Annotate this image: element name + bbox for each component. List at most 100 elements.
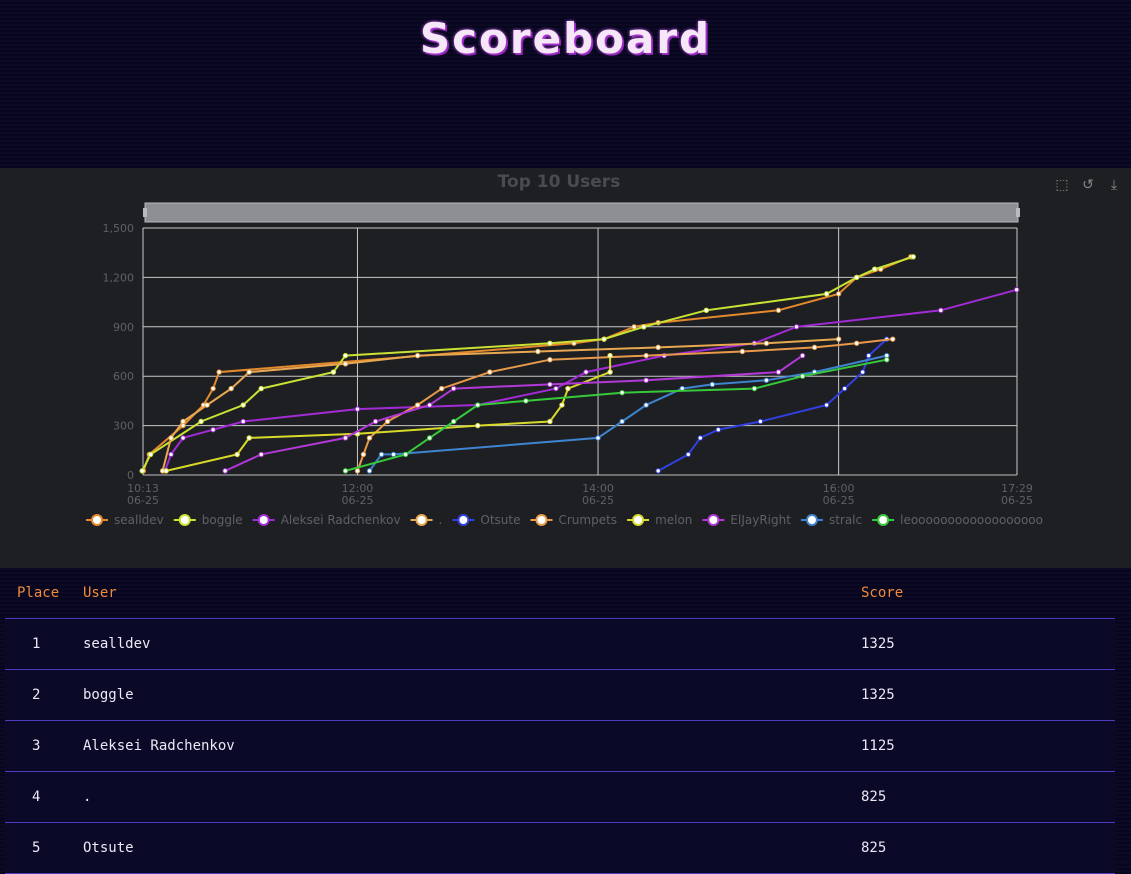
data-point [643, 377, 649, 384]
data-point [619, 389, 625, 396]
chart-panel: Top 10 Users 0 300 600 900 1,200 1,500 10:13 06-… [0, 168, 1131, 568]
table-row: 1 sealldev 1325 [5, 618, 1115, 670]
data-point [354, 406, 361, 412]
data-point [450, 418, 457, 425]
x-tick-label: 16:00 [823, 482, 855, 495]
data-point [547, 418, 553, 425]
legend-label: stralc [829, 513, 862, 527]
legend-marker [707, 514, 720, 526]
data-point [872, 266, 878, 272]
data-point [139, 468, 145, 474]
data-point [751, 385, 758, 392]
y-tick-label: 300 [113, 420, 134, 433]
data-point [757, 418, 764, 425]
data-point [739, 348, 746, 355]
data-point [619, 418, 625, 425]
data-point [607, 352, 613, 359]
data-point [835, 336, 842, 342]
data-point [799, 373, 806, 379]
data-point [354, 468, 361, 474]
legend-label: ElJayRight [730, 513, 791, 527]
data-point [342, 352, 349, 359]
legend-label: boggle [202, 513, 243, 527]
legend-marker [805, 514, 818, 526]
data-point [372, 418, 379, 425]
place-cell: 2 [5, 669, 82, 721]
data-point [595, 435, 601, 441]
data-point [775, 369, 782, 375]
place-header: Place [5, 568, 82, 619]
data-point [865, 352, 872, 359]
score-cell: 825 [860, 771, 1115, 823]
data-point [697, 435, 703, 441]
score-cell: 1325 [860, 669, 1115, 721]
legend-marker [535, 514, 548, 526]
page-title: Scoreboard [419, 14, 712, 63]
data-point [414, 402, 421, 408]
y-tick-label: 0 [127, 469, 134, 482]
data-point [342, 435, 349, 441]
data-point [547, 357, 553, 363]
legend-label: sealldev [114, 513, 164, 527]
data-point [222, 468, 228, 474]
legend-marker [178, 514, 191, 526]
data-point [246, 435, 252, 441]
series-line [657, 338, 888, 472]
data-point [553, 385, 559, 392]
x-tick-label: 10:13 [127, 482, 159, 495]
data-point [234, 451, 240, 458]
data-point [258, 451, 264, 458]
user-cell: boggle [82, 669, 860, 721]
data-point [703, 307, 710, 314]
series-line [224, 354, 804, 472]
data-point [643, 402, 649, 408]
legend-label: leoooooooooooooooooo [900, 513, 1043, 527]
data-point [450, 385, 457, 392]
series-line [161, 338, 839, 472]
data-point [390, 451, 397, 458]
legend-marker [415, 514, 428, 526]
line-chart: Top 10 Users03006009001,2001,50010:1306-… [86, 172, 1043, 527]
data-point [360, 451, 367, 458]
score-cell: 1325 [860, 618, 1115, 670]
data-point [607, 369, 613, 375]
legend-label: Otsute [480, 513, 520, 527]
data-point [240, 402, 246, 408]
zoom-icon[interactable]: ⬚ [1055, 177, 1069, 193]
series-line [165, 355, 612, 472]
x-tick-date-label: 06-25 [582, 494, 614, 507]
legend-marker [457, 514, 470, 526]
data-point [565, 385, 571, 392]
data-point [859, 369, 866, 375]
download-icon[interactable]: ⤓ [1110, 177, 1118, 193]
data-point [147, 451, 154, 458]
data-point [198, 418, 204, 425]
data-point [228, 385, 234, 392]
x-tick-label: 17:29 [1001, 482, 1033, 495]
page-header: Scoreboard [0, 0, 1131, 168]
data-point [210, 385, 216, 392]
data-point [547, 340, 553, 346]
data-point [180, 418, 186, 425]
data-point [601, 336, 607, 342]
legend-marker [257, 514, 270, 526]
place-cell: 5 [5, 822, 82, 874]
data-point [246, 369, 252, 375]
legend-label: Aleksei Radchenkov [281, 513, 401, 527]
score-cell: 825 [860, 822, 1115, 874]
zoom-slider-handle-right [1016, 208, 1020, 217]
data-point [163, 468, 169, 474]
data-point [366, 435, 373, 441]
data-point [799, 352, 806, 359]
x-tick-label: 12:00 [342, 482, 374, 495]
y-tick-label: 600 [113, 370, 134, 383]
data-point [180, 435, 186, 441]
y-tick-label: 1,200 [103, 271, 135, 284]
data-point [643, 352, 649, 359]
restore-icon[interactable]: ↺ [1082, 177, 1094, 193]
x-tick-date-label: 06-25 [341, 494, 373, 507]
data-point [438, 385, 445, 392]
data-point [559, 402, 565, 408]
data-point [823, 402, 830, 408]
data-point [258, 385, 264, 392]
